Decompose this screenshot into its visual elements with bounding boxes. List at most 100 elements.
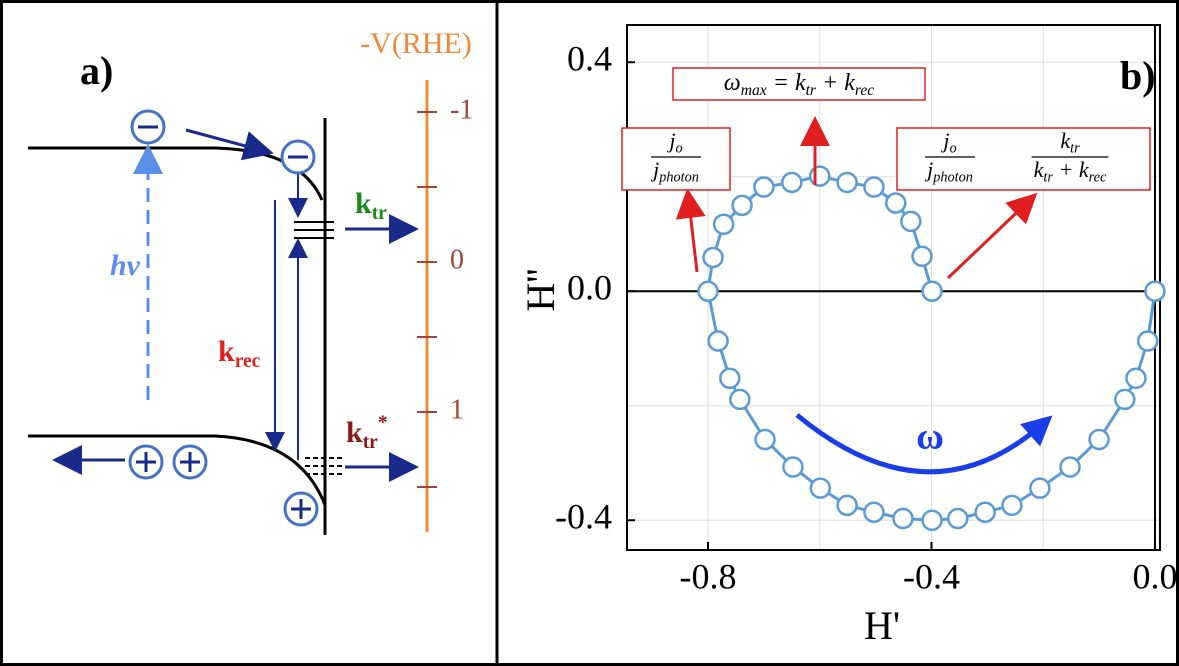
data-point — [1114, 388, 1136, 411]
scale-title: -V(RHE) — [360, 27, 472, 60]
x-tick-label: -0.8 — [680, 556, 737, 596]
panel-label: b) — [1120, 53, 1156, 98]
text-part: k — [844, 70, 855, 96]
data-point — [1136, 330, 1159, 352]
data-point — [697, 280, 719, 302]
text-part: + — [1053, 157, 1079, 182]
math-text: ωmax = ktr + krec — [724, 70, 874, 99]
text-part: o — [675, 141, 682, 157]
data-point — [836, 494, 858, 517]
data-point — [1125, 367, 1147, 389]
data-point — [947, 507, 969, 530]
text-part: tr — [1043, 170, 1053, 186]
text-part: j — [650, 157, 659, 182]
data-point — [900, 210, 922, 233]
data-point — [863, 501, 885, 523]
y-tick-label: -0.4 — [555, 496, 612, 536]
surface-states — [294, 221, 334, 239]
data-point — [731, 194, 753, 217]
y-tick-label: 0.4 — [567, 38, 612, 78]
carriers — [128, 109, 319, 527]
data-point — [974, 501, 996, 523]
valence-band — [28, 434, 327, 506]
x-axis-label: H' — [864, 603, 900, 648]
data-point — [921, 509, 943, 531]
k-tr-label: ktr — [355, 187, 387, 225]
text-part: photon — [932, 170, 973, 186]
data-point — [809, 477, 832, 499]
data-point — [1088, 428, 1110, 451]
data-point — [753, 176, 775, 198]
deep-states — [305, 457, 345, 475]
text-part: = — [767, 70, 795, 96]
data-point — [1001, 494, 1023, 517]
math-text: ktr — [1060, 128, 1080, 157]
math-text: jo — [940, 128, 956, 157]
data-point — [836, 171, 858, 194]
data-point — [702, 246, 724, 269]
data-point — [892, 507, 914, 530]
y-tick-label: 0.0 — [567, 267, 612, 307]
text-part: max — [741, 82, 767, 99]
panel-label: a) — [80, 48, 113, 93]
text-part: o — [949, 141, 956, 157]
data-point — [911, 245, 933, 268]
data-point — [1059, 456, 1081, 478]
text-part: k — [1079, 157, 1090, 182]
omega-arrow — [795, 413, 1053, 475]
annotation-boxes — [621, 67, 1151, 191]
text-part: ω — [724, 70, 741, 96]
plot — [626, 24, 1166, 551]
text-part: rec — [855, 82, 874, 99]
text-part: k — [355, 187, 372, 220]
k-tr-star-label: ktr* — [346, 413, 388, 454]
text-part: tr — [806, 82, 817, 99]
data-point — [729, 388, 751, 411]
scale-tick-label: 1 — [450, 394, 464, 425]
electron-arrow — [185, 128, 274, 161]
data-point — [707, 330, 729, 352]
text-part: tr — [1070, 141, 1080, 157]
data-point — [719, 367, 741, 389]
x-tick-label: -0.4 — [903, 556, 960, 596]
data-point — [809, 165, 831, 187]
scale-tick-label: 0 — [450, 244, 464, 275]
conduction-band — [28, 146, 324, 201]
text-part: * — [378, 413, 388, 434]
text-part: tr — [363, 432, 378, 453]
text-part: k — [795, 70, 806, 96]
data-point — [1029, 477, 1051, 499]
data-point — [712, 213, 735, 235]
panel-a — [28, 80, 437, 535]
text-part: j — [940, 128, 949, 153]
math-text: jphoton — [650, 157, 699, 186]
text-part: + — [816, 70, 844, 96]
text-part: tr — [372, 203, 387, 224]
data-point — [921, 280, 943, 302]
math-text: jphoton — [924, 157, 973, 186]
math-text: ktr + krec — [1034, 157, 1107, 186]
data-point — [754, 428, 776, 451]
text-part: k — [1034, 157, 1045, 182]
text-part: k — [218, 335, 235, 368]
scale-tick-label: -1 — [450, 94, 473, 125]
data-point — [884, 192, 907, 214]
annotations: ωmax = ktr + krecjojphotonjojphotonktrkt… — [650, 70, 1109, 186]
annotation-arrows — [675, 116, 1038, 280]
text-part: j — [924, 157, 933, 182]
data-point — [781, 171, 803, 194]
text-part: k — [346, 416, 363, 449]
photon-label: hν — [110, 249, 141, 282]
y-axis-label: H'' — [518, 268, 563, 311]
data-point — [782, 456, 804, 478]
data-point — [1144, 280, 1166, 302]
x-tick-label: 0.0 — [1132, 556, 1177, 596]
text-part: j — [666, 128, 675, 153]
text-part: photon — [658, 170, 699, 186]
text-part: rec — [235, 351, 261, 372]
math-text: jo — [666, 128, 682, 157]
data-point — [863, 176, 885, 198]
k-rec-label: krec — [218, 335, 261, 373]
